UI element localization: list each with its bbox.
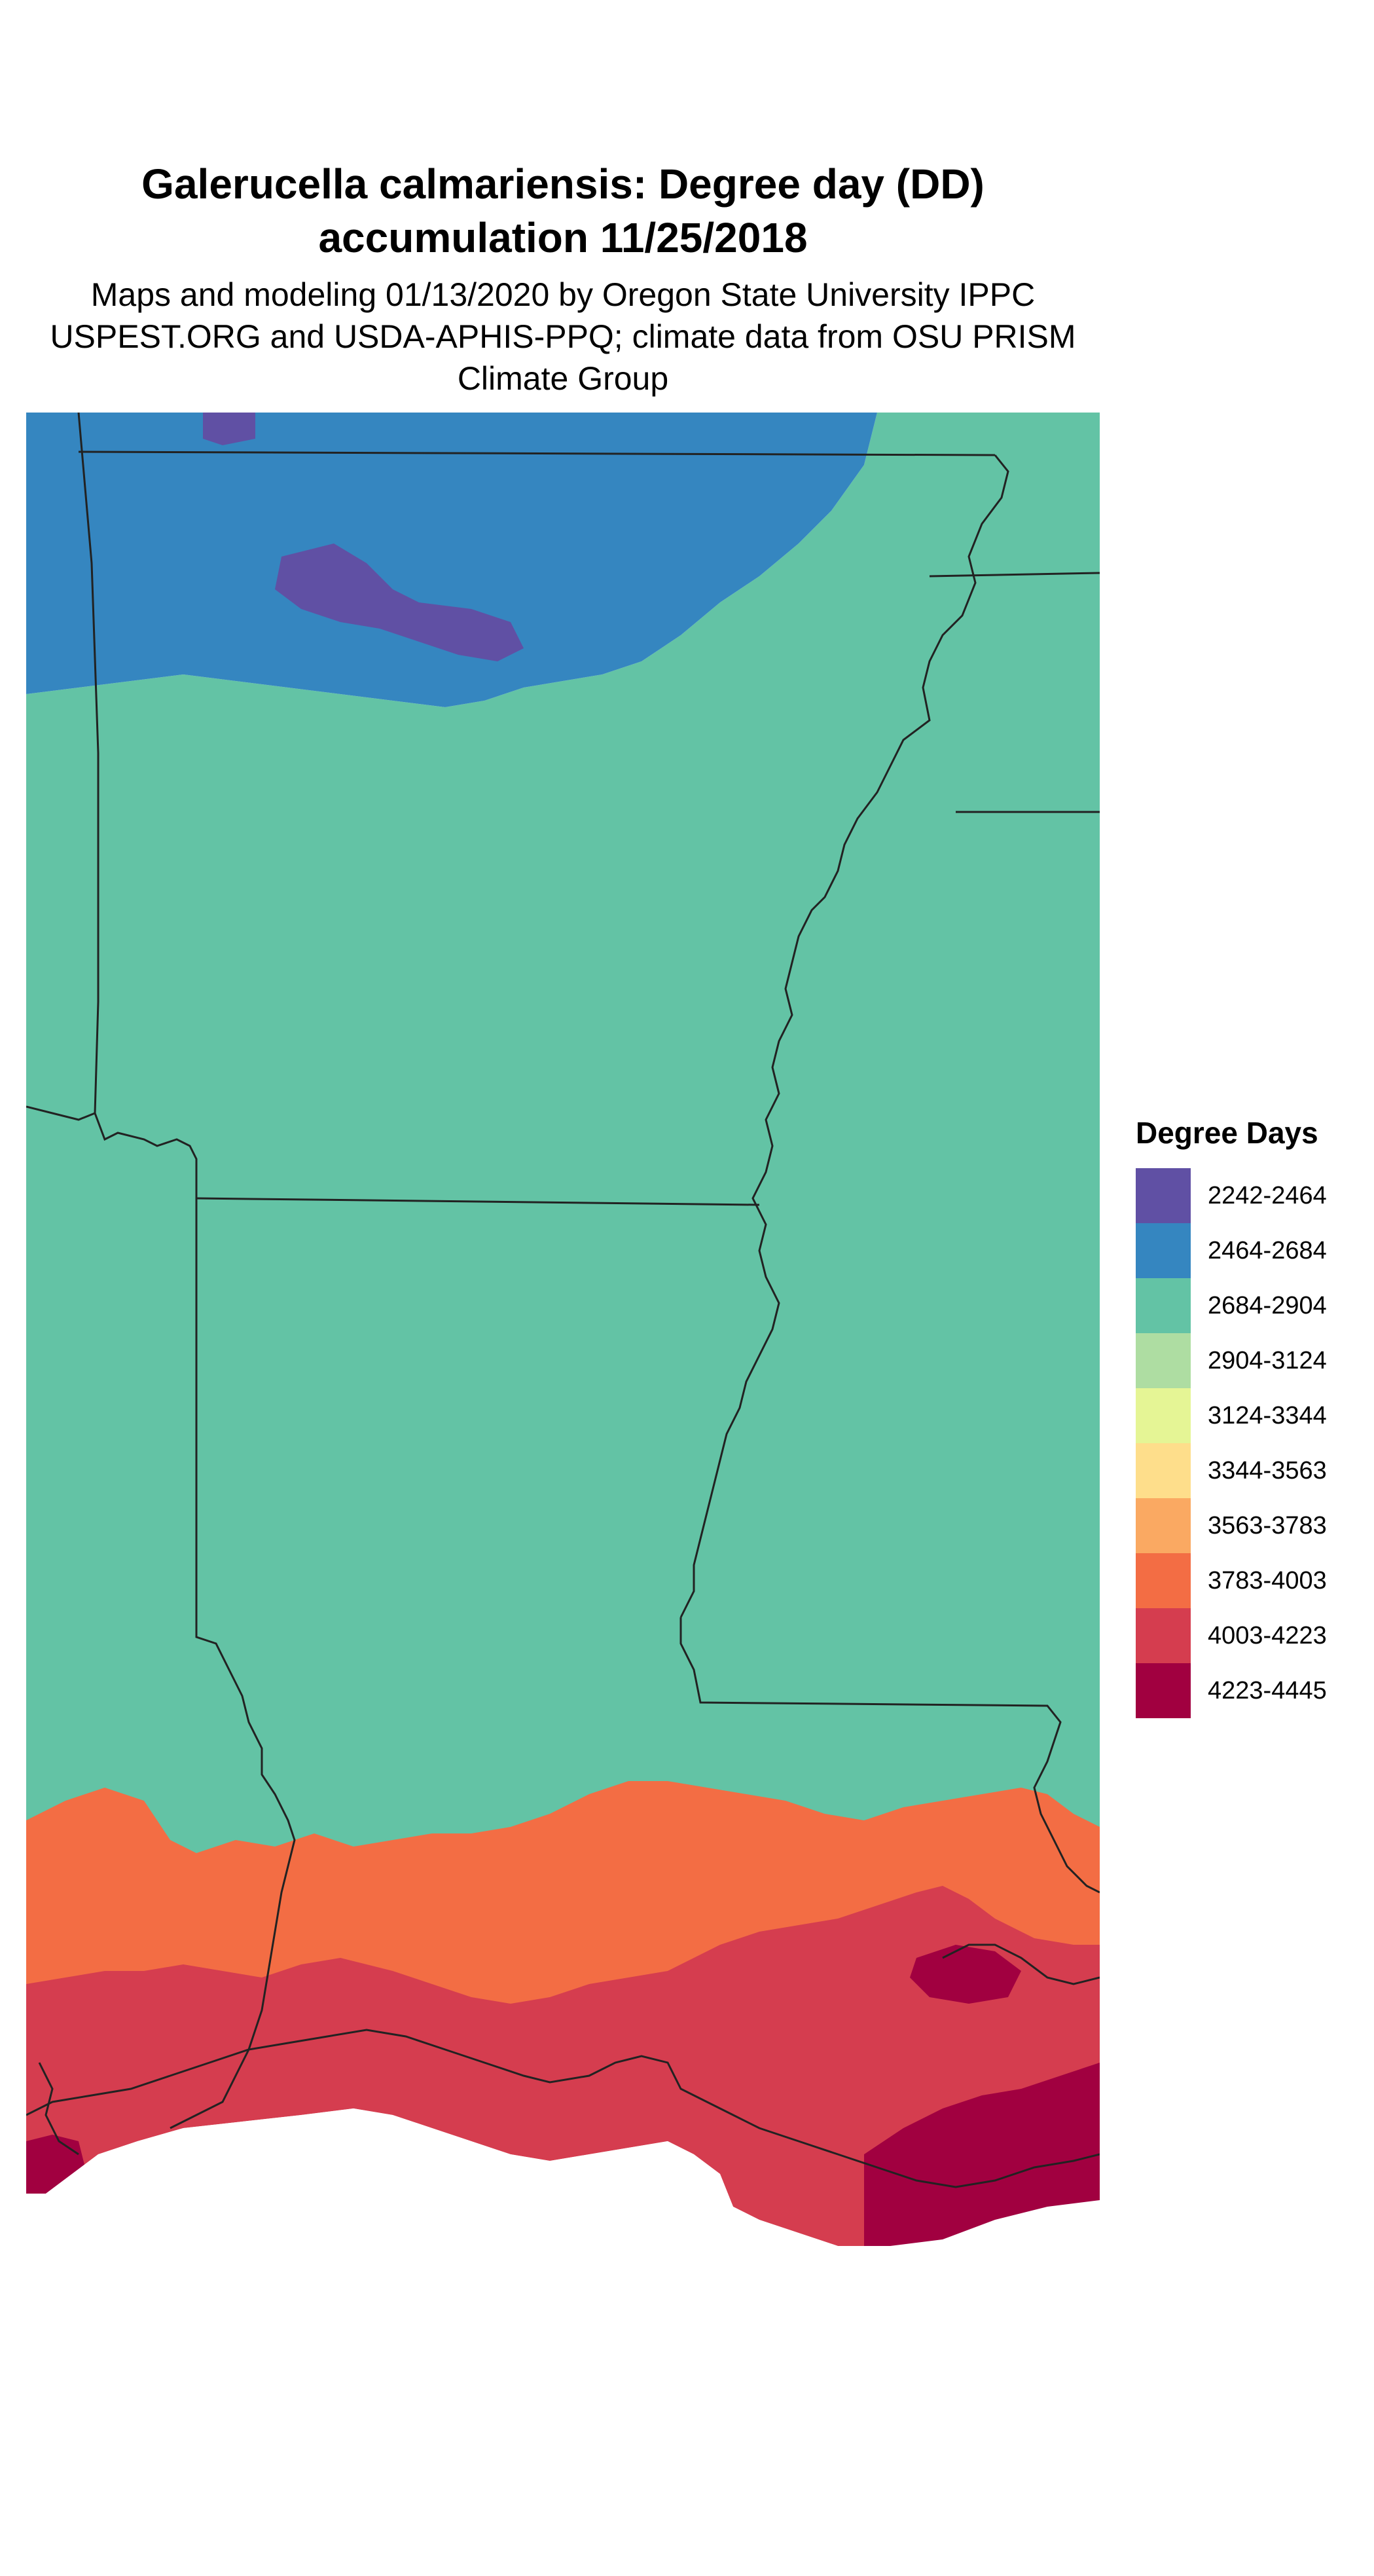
- legend-label: 2464-2684: [1208, 1236, 1327, 1264]
- legend-swatch: [1136, 1168, 1191, 1223]
- legend-label: 3563-3783: [1208, 1511, 1327, 1539]
- band-2242-2464-north: [203, 413, 255, 445]
- map-title: Galerucella calmariensis: Degree day (DD…: [141, 160, 985, 261]
- legend-swatch: [1136, 1553, 1191, 1608]
- band-2684-2904: [26, 413, 1100, 2246]
- band-4223-4445-south: [864, 2063, 1100, 2246]
- gulf-coastline: [26, 2029, 1100, 2188]
- oklahoma-texas-border: [26, 1105, 96, 1121]
- legend-items: 2242-2464 2464-2684 2684-2904 2904-3124 …: [1136, 1168, 1358, 1718]
- louisiana-delta: [942, 1943, 1100, 1985]
- legend-label: 3124-3344: [1208, 1401, 1327, 1429]
- legend-item: 4003-4223: [1136, 1608, 1358, 1663]
- arkansas-louisiana-border: [196, 1197, 760, 1206]
- oklahoma-east-border: [77, 413, 296, 2129]
- legend-swatch: [1136, 1498, 1191, 1553]
- legend-label: 3344-3563: [1208, 1456, 1327, 1484]
- legend-item: 2904-3124: [1136, 1333, 1358, 1388]
- gulf-below: [26, 2108, 1100, 2246]
- missouri-east-border: [679, 454, 1009, 1618]
- legend-label: 3783-4003: [1208, 1566, 1327, 1594]
- legend-label: 4003-4223: [1208, 1621, 1327, 1649]
- legend-label: 2684-2904: [1208, 1291, 1327, 1319]
- legend-item: 2242-2464: [1136, 1168, 1358, 1223]
- map-subtitle: Maps and modeling 01/13/2020 by Oregon S…: [50, 276, 1076, 397]
- legend-swatch: [1136, 1223, 1191, 1278]
- state-boundaries: [26, 413, 1100, 2188]
- legend-swatch: [1136, 1333, 1191, 1388]
- kansas-oklahoma-border: [78, 451, 996, 456]
- legend-item: 3124-3344: [1136, 1388, 1358, 1443]
- degree-day-map: [26, 413, 1100, 2246]
- band-2464-2684: [26, 413, 877, 707]
- west-coast-inlet: [38, 2062, 79, 2156]
- legend-item: 3783-4003: [1136, 1553, 1358, 1608]
- legend-label: 2904-3124: [1208, 1346, 1327, 1374]
- legend-label: 4223-4445: [1208, 1676, 1327, 1704]
- legend: Degree Days 2242-2464 2464-2684 2684-290…: [1136, 1113, 1358, 1718]
- legend-label: 2242-2464: [1208, 1181, 1327, 1209]
- missouri-arkansas-border: [929, 572, 1100, 578]
- legend-swatch: [1136, 1388, 1191, 1443]
- legend-item: 2464-2684: [1136, 1223, 1358, 1278]
- legend-title: Degree Days: [1136, 1116, 1318, 1150]
- legend-swatch: [1136, 1443, 1191, 1498]
- legend-item: 2684-2904: [1136, 1278, 1358, 1333]
- legend-item: 4223-4445: [1136, 1663, 1358, 1718]
- legend-item: 3563-3783: [1136, 1498, 1358, 1553]
- band-2242-2464: [275, 543, 524, 661]
- legend-swatch: [1136, 1278, 1191, 1333]
- legend-swatch: [1136, 1663, 1191, 1718]
- legend-item: 3344-3563: [1136, 1443, 1358, 1498]
- louisiana-mississippi-border: [679, 1617, 1100, 1894]
- band-4223-4445-bay: [910, 1945, 1021, 2004]
- legend-swatch: [1136, 1608, 1191, 1663]
